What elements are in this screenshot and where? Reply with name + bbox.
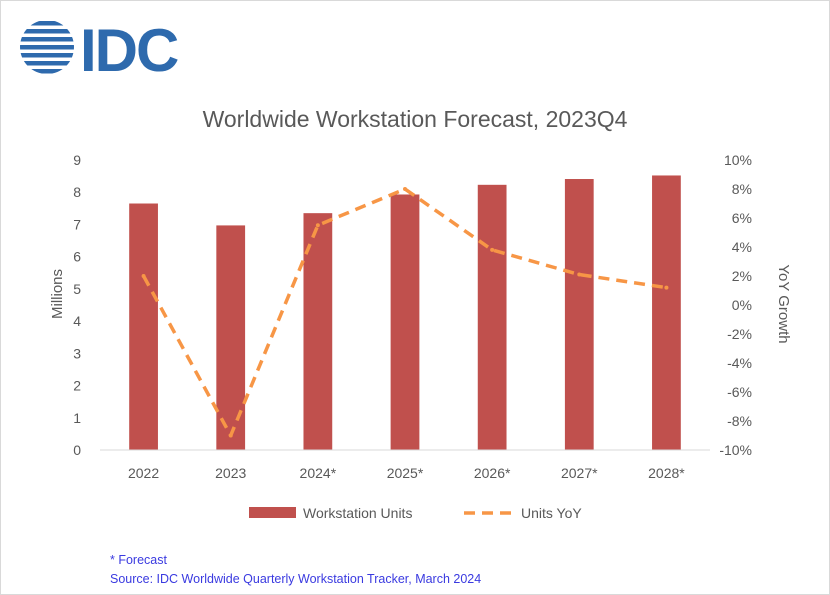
legend: Workstation Units Units YoY: [249, 505, 582, 521]
bar-series: [129, 175, 681, 450]
y-axis-label: Millions: [49, 269, 66, 319]
y-tick-label: 4: [73, 313, 81, 329]
yoy-point[interactable]: [490, 248, 494, 252]
y-tick-label: 6: [73, 249, 81, 265]
legend-swatch-bar: [249, 507, 296, 518]
y-tick-label: 0: [73, 442, 81, 458]
legend-label-units-yoy: Units YoY: [521, 505, 582, 521]
y-tick-label: 2: [73, 378, 81, 394]
y-tick-label: 1: [73, 410, 81, 426]
bar-2023[interactable]: [216, 225, 245, 450]
source-note: Source: IDC Worldwide Quarterly Workstat…: [110, 570, 481, 589]
x-tick-label: 2025*: [387, 465, 424, 481]
y2-tick-label: 0%: [732, 297, 752, 313]
y2-tick-label: -2%: [727, 326, 752, 342]
y-tick-label: 7: [73, 216, 81, 232]
y2-axis-ticks: -10% -8% -6% -4% -2% 0% 2% 4% 6% 8% 10%: [719, 152, 752, 458]
y2-axis-label: YoY Growth: [775, 264, 792, 343]
y-tick-label: 5: [73, 281, 81, 297]
x-tick-label: 2023: [215, 465, 246, 481]
y2-tick-label: 10%: [724, 152, 752, 168]
y2-tick-label: -8%: [727, 413, 752, 429]
chart-title: Worldwide Workstation Forecast, 2023Q4: [203, 106, 628, 132]
footnotes: * Forecast Source: IDC Worldwide Quarter…: [110, 551, 481, 589]
yoy-point[interactable]: [142, 274, 146, 278]
y-tick-label: 9: [73, 152, 81, 168]
y2-tick-label: 2%: [732, 268, 752, 284]
y2-tick-label: -4%: [727, 355, 752, 371]
y2-tick-label: 4%: [732, 239, 752, 255]
yoy-point[interactable]: [229, 434, 233, 438]
bar-2025-forecast[interactable]: [391, 194, 420, 450]
y2-tick-label: -6%: [727, 384, 752, 400]
x-tick-label: 2024*: [300, 465, 337, 481]
bar-2027-forecast[interactable]: [565, 179, 594, 450]
y2-tick-label: -10%: [719, 442, 752, 458]
bar-2022[interactable]: [129, 204, 158, 451]
yoy-point[interactable]: [664, 286, 668, 290]
legend-item-workstation-units[interactable]: Workstation Units: [249, 505, 412, 521]
yoy-point[interactable]: [577, 273, 581, 277]
workstation-chart: Worldwide Workstation Forecast, 2023Q4 0…: [0, 0, 830, 595]
x-tick-label: 2022: [128, 465, 159, 481]
x-tick-label: 2027*: [561, 465, 598, 481]
y-tick-label: 3: [73, 345, 81, 361]
yoy-point[interactable]: [316, 223, 320, 227]
yoy-point[interactable]: [403, 187, 407, 191]
bar-2028-forecast[interactable]: [652, 175, 681, 450]
y-axis-ticks: 0 1 2 3 4 5 6 7 8 9: [73, 152, 81, 458]
x-tick-label: 2026*: [474, 465, 511, 481]
legend-label-workstation-units: Workstation Units: [303, 505, 412, 521]
forecast-note: * Forecast: [110, 551, 481, 570]
y2-tick-label: 8%: [732, 181, 752, 197]
legend-item-units-yoy[interactable]: Units YoY: [464, 505, 582, 521]
y-tick-label: 8: [73, 184, 81, 200]
bar-2026-forecast[interactable]: [478, 185, 507, 450]
x-axis-ticks: 2022 2023 2024* 2025* 2026* 2027* 2028*: [128, 465, 685, 481]
y2-tick-label: 6%: [732, 210, 752, 226]
x-tick-label: 2028*: [648, 465, 685, 481]
